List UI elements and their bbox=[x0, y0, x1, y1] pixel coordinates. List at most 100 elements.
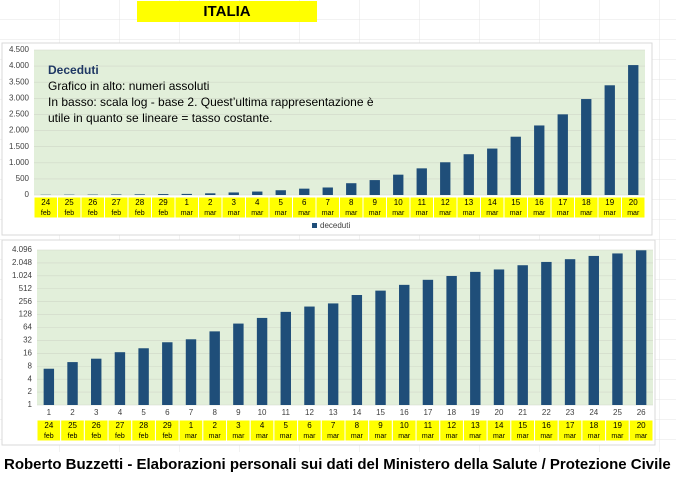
x-index-label: 18 bbox=[447, 408, 456, 417]
bar bbox=[134, 194, 145, 195]
note-line: utile in quanto se lineare = tasso costa… bbox=[48, 111, 272, 125]
title-cell bbox=[137, 1, 317, 22]
x-index-label: 24 bbox=[589, 408, 598, 417]
x-tick-label: feb bbox=[88, 210, 98, 217]
y-tick-label: 8 bbox=[28, 361, 33, 370]
x-tick-label: 27 bbox=[112, 198, 121, 207]
bar bbox=[209, 331, 220, 405]
bar bbox=[158, 194, 169, 195]
x-index-label: 13 bbox=[329, 408, 338, 417]
x-tick-label: 25 bbox=[68, 421, 77, 430]
x-tick-label: mar bbox=[322, 210, 335, 217]
x-tick-label: mar bbox=[463, 210, 476, 217]
y-tick-label: 2.000 bbox=[9, 126, 30, 135]
bar bbox=[280, 311, 291, 405]
x-tick-label: mar bbox=[280, 433, 293, 440]
x-index-label: 26 bbox=[637, 408, 646, 417]
bar bbox=[233, 323, 244, 405]
x-tick-label: feb bbox=[91, 433, 101, 440]
x-tick-label: mar bbox=[327, 433, 340, 440]
x-tick-label: mar bbox=[375, 433, 388, 440]
x-tick-label: 13 bbox=[464, 198, 473, 207]
category-cell bbox=[621, 196, 646, 219]
bar bbox=[510, 136, 521, 195]
bar bbox=[275, 190, 286, 195]
bar bbox=[416, 168, 427, 195]
bar bbox=[422, 279, 434, 405]
x-index-label: 15 bbox=[376, 408, 385, 417]
footer-band bbox=[0, 452, 676, 478]
x-tick-label: mar bbox=[416, 210, 429, 217]
x-tick-label: 20 bbox=[637, 421, 646, 430]
x-index-label: 7 bbox=[189, 408, 194, 417]
x-tick-label: 13 bbox=[471, 421, 480, 430]
x-tick-label: 18 bbox=[582, 198, 591, 207]
bar bbox=[604, 85, 615, 195]
x-tick-label: 6 bbox=[307, 421, 312, 430]
y-tick-label: 1.000 bbox=[9, 158, 30, 167]
x-tick-label: mar bbox=[398, 433, 411, 440]
x-tick-label: 9 bbox=[373, 198, 378, 207]
x-tick-label: 10 bbox=[400, 421, 409, 430]
y-tick-label: 512 bbox=[19, 284, 33, 293]
x-tick-label: mar bbox=[185, 433, 198, 440]
x-tick-label: mar bbox=[557, 210, 570, 217]
x-index-label: 10 bbox=[258, 408, 267, 417]
x-index-label: 23 bbox=[566, 408, 575, 417]
y-tick-label: 1.500 bbox=[9, 142, 30, 151]
y-tick-label: 4.500 bbox=[9, 45, 30, 54]
x-tick-label: 15 bbox=[511, 198, 520, 207]
x-tick-label: feb bbox=[64, 210, 74, 217]
x-tick-label: 4 bbox=[260, 421, 265, 430]
bar bbox=[252, 191, 263, 195]
x-tick-label: mar bbox=[635, 433, 648, 440]
x-index-label: 2 bbox=[70, 408, 75, 417]
y-tick-label: 4.096 bbox=[12, 245, 33, 254]
x-tick-label: 18 bbox=[589, 421, 598, 430]
x-tick-label: mar bbox=[209, 433, 222, 440]
y-tick-label: 16 bbox=[23, 348, 32, 357]
x-tick-label: 5 bbox=[279, 198, 284, 207]
x-tick-label: mar bbox=[251, 210, 264, 217]
bar bbox=[487, 148, 498, 195]
x-index-label: 14 bbox=[352, 408, 361, 417]
x-tick-label: feb bbox=[115, 433, 125, 440]
x-tick-label: mar bbox=[392, 210, 405, 217]
y-tick-label: 500 bbox=[16, 174, 30, 183]
x-index-label: 22 bbox=[542, 408, 551, 417]
x-tick-label: 7 bbox=[326, 198, 331, 207]
x-tick-label: mar bbox=[345, 210, 358, 217]
y-tick-label: 64 bbox=[23, 323, 32, 332]
bar bbox=[185, 339, 197, 405]
bar bbox=[205, 193, 216, 195]
x-tick-label: 25 bbox=[65, 198, 74, 207]
bar bbox=[393, 174, 404, 195]
y-tick-label: 1 bbox=[28, 400, 33, 409]
bar bbox=[228, 192, 239, 195]
bar bbox=[375, 290, 386, 405]
x-tick-label: 29 bbox=[163, 421, 172, 430]
x-index-label: 9 bbox=[236, 408, 241, 417]
x-index-label: 1 bbox=[47, 408, 52, 417]
x-tick-label: 11 bbox=[424, 421, 433, 430]
bar bbox=[463, 154, 474, 195]
bar bbox=[162, 342, 173, 405]
x-tick-label: 28 bbox=[139, 421, 148, 430]
bar bbox=[304, 306, 315, 405]
y-tick-label: 3.000 bbox=[9, 93, 30, 102]
x-tick-label: 2 bbox=[208, 198, 213, 207]
x-tick-label: 17 bbox=[558, 198, 567, 207]
x-index-label: 19 bbox=[471, 408, 480, 417]
x-tick-label: 4 bbox=[255, 198, 260, 207]
bar bbox=[399, 284, 410, 405]
x-tick-label: 7 bbox=[331, 421, 336, 430]
x-tick-label: 20 bbox=[629, 198, 638, 207]
x-tick-label: 27 bbox=[115, 421, 124, 430]
x-index-label: 5 bbox=[141, 408, 146, 417]
x-tick-label: 8 bbox=[355, 421, 360, 430]
x-tick-label: 1 bbox=[189, 421, 194, 430]
x-tick-label: mar bbox=[611, 433, 624, 440]
note-line: In basso: scala log - base 2. Quest’ulti… bbox=[48, 95, 374, 109]
x-tick-label: mar bbox=[627, 210, 640, 217]
